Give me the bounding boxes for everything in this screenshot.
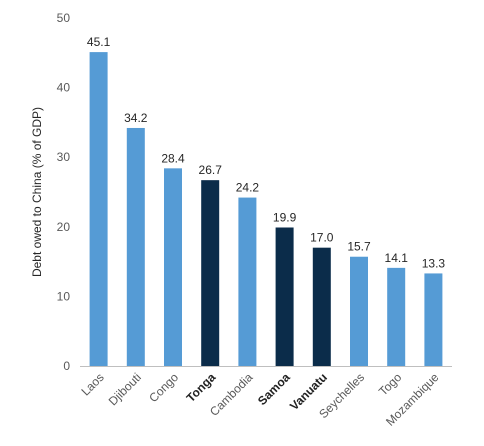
value-label-vanuatu: 17.0 — [310, 231, 334, 245]
bar-congo — [164, 168, 182, 366]
value-label-djibouti: 34.2 — [124, 111, 148, 125]
value-label-congo: 28.4 — [161, 151, 185, 165]
y-axis-title: Debt owed to China (% of GDP) — [30, 107, 44, 277]
x-tick-label-tonga: Tonga — [184, 370, 219, 405]
value-label-seychelles: 15.7 — [347, 240, 371, 254]
value-label-mozambique: 13.3 — [422, 256, 446, 270]
value-label-togo: 14.1 — [385, 251, 409, 265]
bar-seychelles — [350, 256, 368, 366]
bar-vanuatu — [312, 247, 331, 366]
value-label-laos: 45.1 — [87, 35, 111, 49]
x-tick-label-laos: Laos — [78, 370, 106, 398]
y-axis: 0 10 20 30 40 50 — [57, 11, 71, 373]
bar-cambodia — [238, 197, 257, 366]
value-label-cambodia: 24.2 — [236, 181, 260, 195]
value-label-tonga: 26.7 — [199, 163, 223, 177]
bar-mozambique — [424, 273, 443, 366]
y-tick-label: 40 — [57, 81, 71, 95]
bar-laos — [89, 52, 108, 366]
bar-samoa — [275, 227, 294, 366]
y-tick-label: 10 — [57, 289, 71, 303]
y-tick-label: 0 — [63, 359, 70, 373]
bar-tonga — [201, 180, 220, 366]
x-tick-label-djibouti: Djibouti — [106, 370, 144, 408]
bars-group — [89, 52, 443, 366]
x-tick-label-congo: Congo — [146, 370, 181, 405]
y-tick-label: 50 — [57, 11, 71, 25]
y-tick-label: 20 — [57, 220, 71, 234]
bar-togo — [387, 267, 406, 366]
bar-djibouti — [126, 127, 145, 366]
y-tick-label: 30 — [57, 150, 71, 164]
value-labels: 45.1 34.2 28.4 26.7 24.2 19.9 17.0 15.7 14.1 13.3 — [87, 35, 445, 270]
value-label-samoa: 19.9 — [273, 210, 297, 224]
x-tick-label-togo: Togo — [376, 370, 405, 399]
